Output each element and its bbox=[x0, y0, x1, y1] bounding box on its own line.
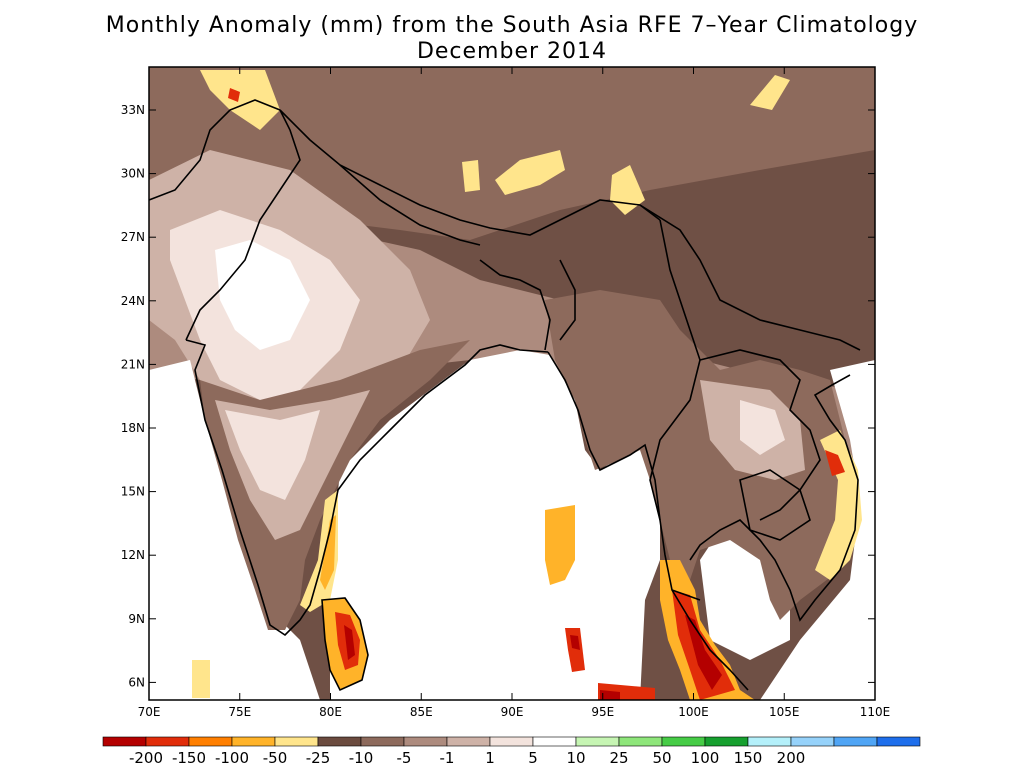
land-sumatra-tip-dark bbox=[600, 690, 620, 700]
colorbar-swatch bbox=[790, 736, 835, 747]
colorbar-swatch bbox=[489, 736, 534, 747]
lat-tick-label: 21N bbox=[121, 357, 145, 371]
map-layers bbox=[149, 67, 875, 700]
land-sri-lanka-darkred bbox=[344, 625, 355, 660]
border-laos-vietnam bbox=[699, 349, 821, 521]
lat-tick-label: 15N bbox=[121, 485, 145, 499]
colorbar-label: -50 bbox=[263, 749, 288, 767]
ocean-arabian-sea-south bbox=[149, 560, 320, 700]
colorbar-swatch bbox=[876, 736, 921, 747]
colorbar-label: 1 bbox=[485, 749, 495, 767]
border-pakistan-india bbox=[185, 109, 301, 341]
colorbar-swatch bbox=[360, 736, 405, 747]
colorbar-label: -25 bbox=[306, 749, 331, 767]
colorbar: -200 -150 -100 -50 -25 -10 -5 -1 1 5 10 25 50 100 150 2… bbox=[102, 736, 921, 767]
lat-tick-label: 27N bbox=[121, 230, 145, 244]
land-nicobar-dark bbox=[570, 635, 580, 650]
colorbar-swatch bbox=[274, 736, 319, 747]
coastline-burma bbox=[547, 351, 749, 691]
longitude-axis: 70E 75E 80E 85E 90E 95E 100E 105E 110E bbox=[138, 67, 891, 719]
lon-tick-label: 70E bbox=[138, 705, 161, 719]
colorbar-label: -1 bbox=[440, 749, 455, 767]
colorbar-label: 100 bbox=[691, 749, 720, 767]
lon-tick-label: 105E bbox=[769, 705, 800, 719]
ocean-south-china-sea bbox=[760, 360, 875, 700]
land-region-himalaya bbox=[149, 67, 875, 240]
map-title: Monthly Anomaly (mm) from the South Asia… bbox=[105, 13, 919, 38]
land-lakshadweep bbox=[192, 660, 210, 698]
colorbar-swatch bbox=[231, 736, 276, 747]
colorbar-label: -200 bbox=[129, 749, 163, 767]
coastline-india bbox=[185, 339, 549, 637]
colorbar-swatch bbox=[661, 736, 706, 747]
lat-tick-label: 24N bbox=[121, 294, 145, 308]
lat-tick-label: 30N bbox=[121, 167, 145, 181]
border-nepal bbox=[339, 164, 481, 246]
colorbar-swatch bbox=[102, 736, 147, 747]
dry-anomaly-east-coast-orange bbox=[320, 515, 336, 590]
land-andaman-islands bbox=[545, 505, 575, 585]
colorbar-label: 5 bbox=[528, 749, 538, 767]
land-malay-darkred bbox=[685, 615, 722, 690]
colorbar-swatch bbox=[317, 736, 362, 747]
colorbar-label: 50 bbox=[652, 749, 671, 767]
colorbar-swatch bbox=[145, 736, 190, 747]
colorbar-label: -100 bbox=[215, 749, 249, 767]
coastline-sri-lanka bbox=[321, 597, 369, 692]
dry-anomaly-vietnam-red bbox=[825, 450, 845, 476]
colorbar-swatch bbox=[704, 736, 749, 747]
border-himalaya bbox=[279, 109, 661, 236]
dry-patch-tibet3 bbox=[462, 160, 480, 192]
lon-tick-label: 80E bbox=[319, 705, 342, 719]
ocean-bay-of-bengal bbox=[330, 350, 660, 700]
dry-patch-kashmir-red bbox=[228, 88, 240, 102]
dry-patch-tibet1 bbox=[495, 150, 565, 195]
lon-tick-label: 75E bbox=[228, 705, 251, 719]
land-nicobar-islands bbox=[565, 628, 585, 672]
dry-patch-china bbox=[750, 75, 790, 110]
colorbar-swatch bbox=[446, 736, 491, 747]
lat-tick-label: 12N bbox=[121, 548, 145, 562]
colorbar-swatch bbox=[532, 736, 577, 747]
border-cambodia bbox=[739, 469, 811, 541]
lon-tick-label: 110E bbox=[860, 705, 891, 719]
boundaries bbox=[148, 99, 861, 692]
border-china-laos bbox=[639, 204, 861, 351]
lon-tick-label: 95E bbox=[591, 705, 614, 719]
land-region-deccan-vpale bbox=[225, 410, 320, 500]
land-region-mekong-vpale bbox=[740, 400, 785, 455]
lat-tick-label: 9N bbox=[128, 612, 145, 626]
coastline-indochina bbox=[689, 374, 859, 622]
colorbar-label: -5 bbox=[397, 749, 412, 767]
colorbar-swatch bbox=[747, 736, 792, 747]
lat-tick-label: 6N bbox=[128, 675, 145, 689]
colorbar-swatch bbox=[403, 736, 448, 747]
colorbar-swatch bbox=[188, 736, 233, 747]
colorbar-swatch bbox=[618, 736, 663, 747]
border-burma-thailand bbox=[649, 219, 701, 521]
colorbar-label: -150 bbox=[172, 749, 206, 767]
colorbar-label: 150 bbox=[734, 749, 763, 767]
map-subtitle: December 2014 bbox=[416, 39, 608, 64]
lon-tick-label: 100E bbox=[678, 705, 709, 719]
colorbar-label: 10 bbox=[566, 749, 585, 767]
border-thailand-malaysia bbox=[671, 589, 701, 601]
colorbar-label: -10 bbox=[349, 749, 374, 767]
colorbar-swatch bbox=[833, 736, 878, 747]
colorbar-swatch bbox=[575, 736, 620, 747]
border-bangladesh bbox=[479, 259, 551, 351]
colorbar-label: 25 bbox=[609, 749, 628, 767]
lon-tick-label: 85E bbox=[410, 705, 433, 719]
lat-tick-label: 18N bbox=[121, 421, 145, 435]
border-afghanistan bbox=[148, 99, 281, 201]
dry-patch-kashmir bbox=[200, 70, 280, 130]
land-region-burma bbox=[545, 290, 855, 620]
latitude-axis: 33N 30N 27N 24N 21N 18N 15N 12N 9N 6N bbox=[121, 103, 875, 689]
border-burma-india bbox=[559, 259, 576, 341]
lon-tick-label: 90E bbox=[501, 705, 524, 719]
colorbar-label: 200 bbox=[777, 749, 806, 767]
lat-tick-label: 33N bbox=[121, 103, 145, 117]
